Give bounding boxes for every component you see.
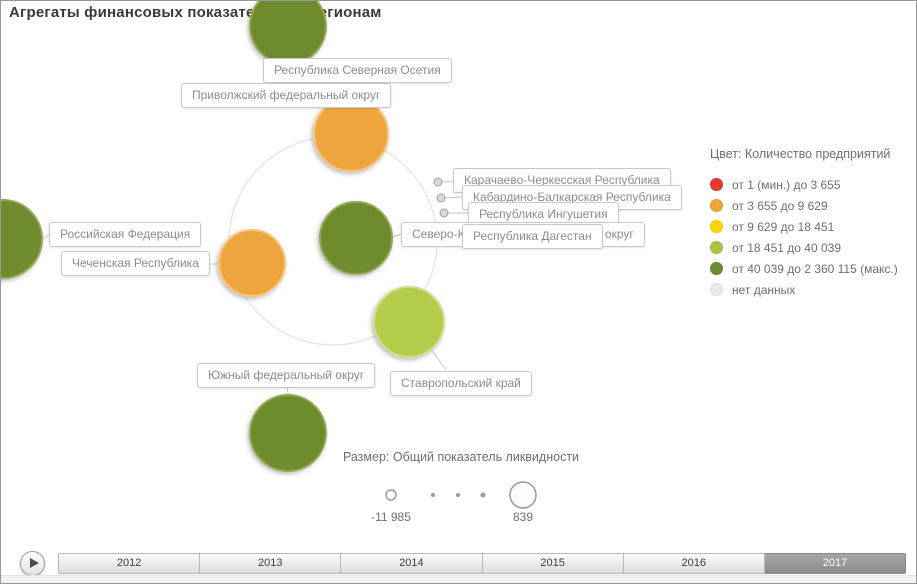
play-icon — [30, 558, 39, 568]
legend-color-swatch — [710, 283, 723, 296]
legend-item: от 40 039 до 2 360 115 (макс.) — [710, 258, 898, 279]
region-label-russia[interactable]: Российская Федерация — [49, 222, 202, 247]
bubble-severnaya-osetia[interactable] — [313, 96, 389, 172]
size-legend-dot — [480, 492, 486, 498]
legend-item-label: от 40 039 до 2 360 115 (макс.) — [732, 261, 898, 276]
bubble-privolzhsky-fo[interactable] — [249, 1, 327, 65]
region-label-severnaya-osetia[interactable]: Республика Северная Осетия — [263, 58, 452, 83]
region-label-dagestan[interactable]: Республика Дагестан — [462, 224, 603, 249]
legend-color-swatch — [710, 178, 723, 191]
region-label-privolzhsky-fo[interactable]: Приволжский федеральный округ — [181, 83, 392, 108]
legend-color-swatch — [710, 262, 723, 275]
play-button[interactable] — [20, 551, 45, 576]
bubble-yuzhny-fo[interactable] — [249, 394, 327, 472]
size-legend-max-circle — [509, 481, 537, 509]
bubble-layer — [1, 1, 453, 472]
size-legend-dot — [456, 493, 460, 497]
legend-item: от 3 655 до 9 629 — [710, 195, 898, 216]
bubble-russia[interactable] — [1, 199, 43, 279]
color-legend: Цвет: Количество предприятий от 1 (мин.)… — [710, 147, 898, 300]
year-2017[interactable]: 2017 — [764, 553, 907, 574]
size-legend: Размер: Общий показатель ликвидности -11… — [301, 450, 621, 532]
size-legend-min-circle — [385, 489, 397, 501]
legend-item-label: от 18 451 до 40 039 — [732, 240, 841, 255]
legend-item-label: от 1 (мин.) до 3 655 — [732, 177, 841, 192]
region-label-yuzhny-fo[interactable]: Южный федеральный округ — [197, 363, 376, 388]
region-label-chechnya[interactable]: Чеченская Республика — [61, 251, 210, 276]
size-legend-min-value: -11 985 — [371, 510, 411, 524]
bubble-chart-canvas — [1, 1, 468, 472]
legend-item: от 9 629 до 18 451 — [710, 216, 898, 237]
region-label-stavropol[interactable]: Ставропольский край — [390, 371, 532, 396]
legend-item-label: от 9 629 до 18 451 — [732, 219, 835, 234]
size-legend-circles — [385, 481, 537, 509]
size-legend-title: Размер: Общий показатель ликвидности — [342, 450, 580, 464]
year-timeline: 2012 2013 2014 2015 2016 2017 — [58, 553, 907, 574]
year-2015[interactable]: 2015 — [482, 553, 624, 574]
legend-color-swatch — [710, 199, 723, 212]
legend-color-swatch — [710, 220, 723, 233]
bubble-karachaevo[interactable] — [433, 177, 443, 187]
legend-color-swatch — [710, 241, 723, 254]
bubble-kabardino[interactable] — [436, 193, 446, 203]
size-legend-dot — [431, 493, 435, 497]
scrollbar-track — [1, 575, 916, 583]
year-2016[interactable]: 2016 — [623, 553, 765, 574]
color-legend-title: Цвет: Количество предприятий — [710, 147, 891, 161]
bubble-sevkav-fo[interactable] — [319, 201, 393, 275]
year-2014[interactable]: 2014 — [341, 553, 483, 574]
legend-item-label: от 3 655 до 9 629 — [732, 198, 828, 213]
size-legend-max-value: 839 — [512, 510, 534, 524]
legend-item: от 1 (мин.) до 3 655 — [710, 174, 898, 195]
legend-item-label: нет данных — [732, 282, 796, 297]
year-2013[interactable]: 2013 — [200, 553, 342, 574]
bubble-stavropol[interactable] — [373, 286, 445, 358]
year-2012[interactable]: 2012 — [58, 553, 201, 574]
bubble-ingushetia[interactable] — [439, 208, 449, 218]
bubble-chechnya[interactable] — [218, 229, 286, 297]
legend-item: нет данных — [710, 279, 898, 300]
legend-item: от 18 451 до 40 039 — [710, 237, 898, 258]
size-legend-scale: -11 985 839 — [301, 472, 621, 532]
